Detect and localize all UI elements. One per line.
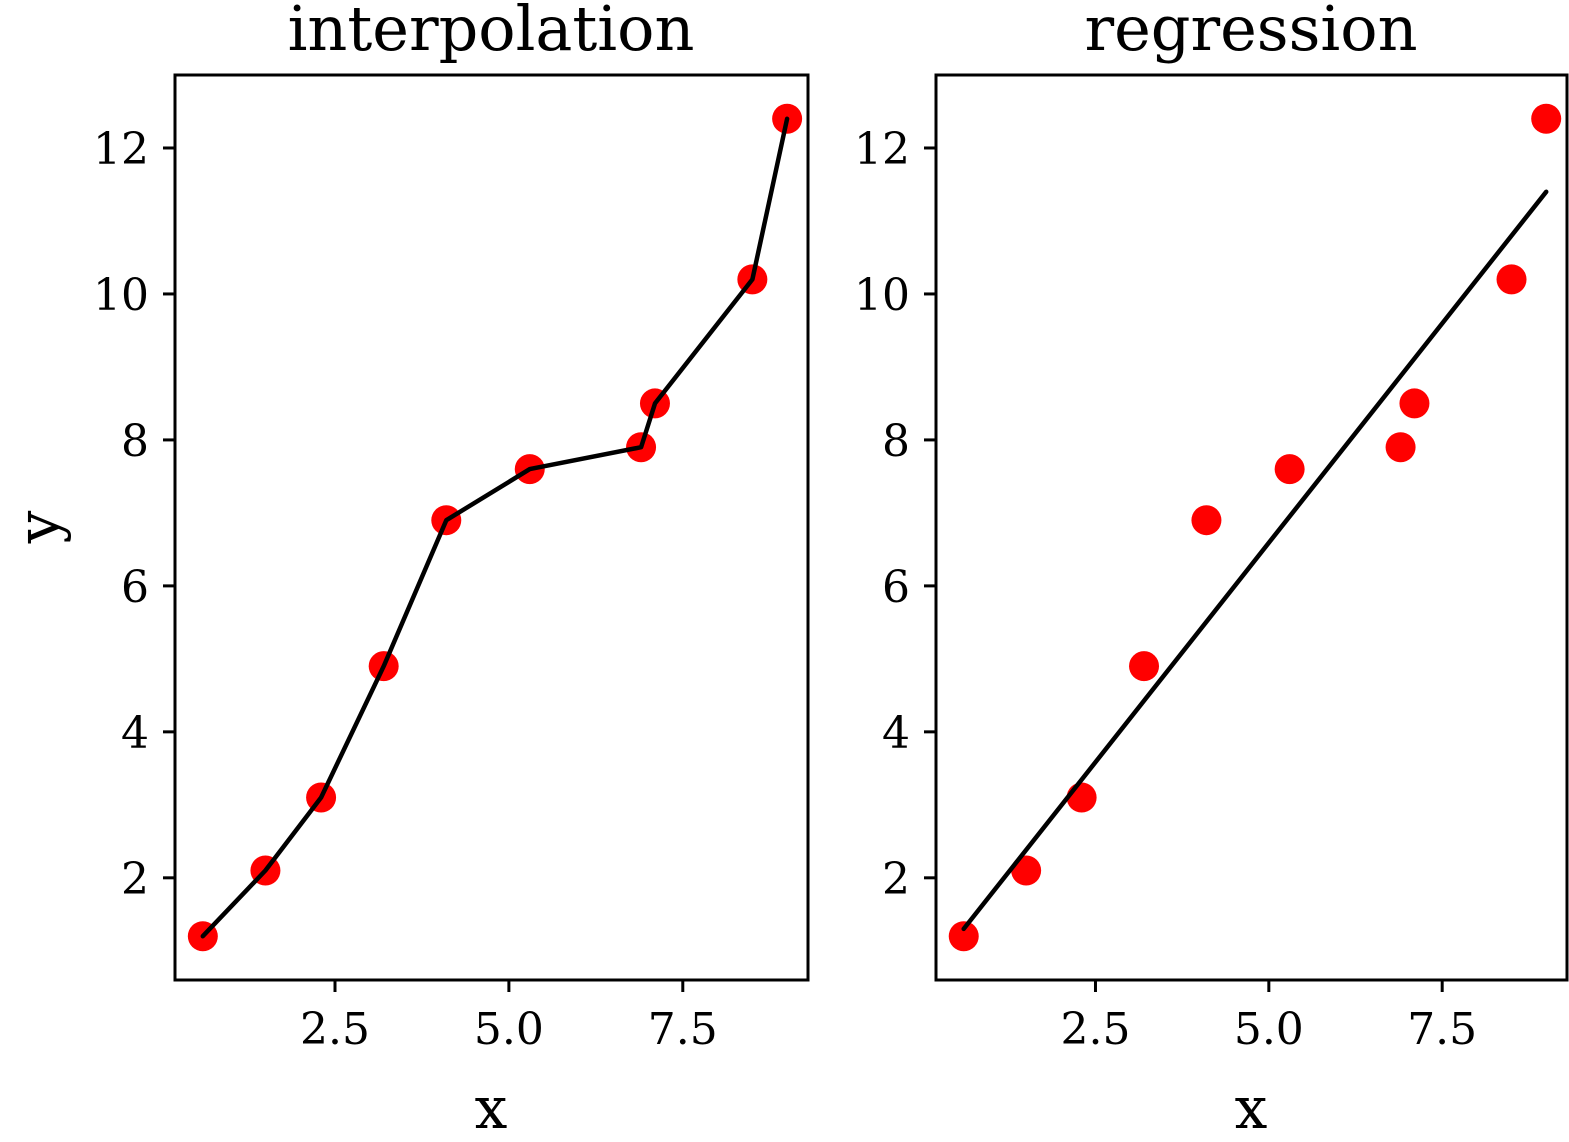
data-point bbox=[948, 921, 979, 952]
y-tick-label: 12 bbox=[93, 124, 149, 175]
y-tick-label: 8 bbox=[882, 416, 910, 467]
x-tick-label: 2.5 bbox=[300, 1004, 370, 1055]
data-point bbox=[1129, 651, 1160, 682]
y-tick-label: 10 bbox=[854, 270, 910, 321]
regression-line bbox=[961, 189, 1549, 932]
y-tick-label: 12 bbox=[854, 124, 910, 175]
y-tick-label: 2 bbox=[121, 854, 149, 905]
x-tick-label: 7.5 bbox=[1407, 1004, 1477, 1055]
data-point bbox=[1191, 505, 1222, 536]
y-tick-label: 2 bbox=[882, 854, 910, 905]
x-tick-label: 7.5 bbox=[648, 1004, 718, 1055]
y-tick-label: 6 bbox=[121, 562, 149, 613]
data-point bbox=[1531, 103, 1562, 134]
data-point bbox=[1385, 432, 1416, 463]
panel-regression: regression x 2.5 5.0 7.5 2 4 6 8 10 12 bbox=[854, 0, 1569, 1142]
x-tick-label: 5.0 bbox=[1234, 1004, 1304, 1055]
x-tick-label: 5.0 bbox=[474, 1004, 544, 1055]
y-tick-label: 4 bbox=[882, 708, 910, 759]
plot-area bbox=[187, 103, 803, 952]
chart-title: interpolation bbox=[288, 0, 695, 65]
axes-frame bbox=[173, 73, 810, 982]
interpolation-line bbox=[200, 116, 790, 939]
y-tick-label: 8 bbox=[121, 416, 149, 467]
y-tick-label: 4 bbox=[121, 708, 149, 759]
y-tick-label: 10 bbox=[93, 270, 149, 321]
panel-interpolation: interpolation y x 2.5 5.0 7.5 2 4 6 8 10 12 bbox=[4, 0, 810, 1142]
axis-ticks: 2.5 5.0 7.5 2 4 6 8 10 12 bbox=[854, 124, 1477, 1055]
data-point bbox=[1274, 454, 1305, 485]
axis-ticks: 2.5 5.0 7.5 2 4 6 8 10 12 bbox=[93, 124, 718, 1055]
y-tick-label: 6 bbox=[882, 562, 910, 613]
x-tick-label: 2.5 bbox=[1060, 1004, 1130, 1055]
data-point bbox=[1066, 782, 1097, 813]
x-axis-label: x bbox=[1235, 1074, 1268, 1142]
plot-area bbox=[948, 103, 1562, 952]
y-axis-label: y bbox=[4, 510, 72, 544]
data-point bbox=[1496, 264, 1527, 295]
chart-title: regression bbox=[1084, 0, 1417, 65]
axes-frame bbox=[934, 73, 1569, 982]
data-point bbox=[1011, 855, 1042, 886]
x-axis-label: x bbox=[475, 1074, 508, 1142]
data-point bbox=[1399, 388, 1430, 419]
